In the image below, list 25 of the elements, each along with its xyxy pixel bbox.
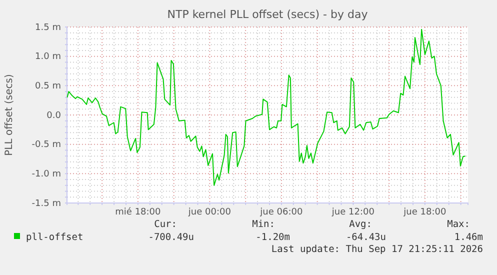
text: Cur: [154,219,177,230]
text: -64.43u [346,232,386,243]
y-tick-label: -0.5 m [32,140,61,150]
y-tick-label: -1.0 m [32,170,61,180]
x-tick-label: jue 18:00 [402,207,446,218]
text: Avg: [349,219,372,230]
y-tick-label: -1.5 m [32,198,61,209]
text: 1.46m [454,232,484,243]
text: -700.49u [148,232,194,243]
x-tick-label: jue 06:00 [259,207,303,218]
y-tick-label: 1.5 m [35,22,61,33]
text: Last update: Thu Sep 17 21:25:11 2026 [271,244,484,255]
x-tick-label: mié 18:00 [115,206,162,218]
chart-title: NTP kernel PLL offset (secs) - by day [167,8,368,21]
x-tick-label: jue 12:00 [330,207,375,218]
y-tick-label: 0.5 m [35,82,61,92]
legend-label: pll-offset [26,232,84,243]
line-series [66,28,466,186]
text: Max: [447,219,470,230]
text: Min: [252,219,275,230]
x-tick-label: jue 00:00 [187,207,232,218]
text: -1.20m [256,232,290,243]
y-axis-title: PLL offset (secs) [4,74,15,156]
y-tick-label: 1.0 m [35,52,61,62]
y-tick-label: 0.0 [46,110,62,121]
